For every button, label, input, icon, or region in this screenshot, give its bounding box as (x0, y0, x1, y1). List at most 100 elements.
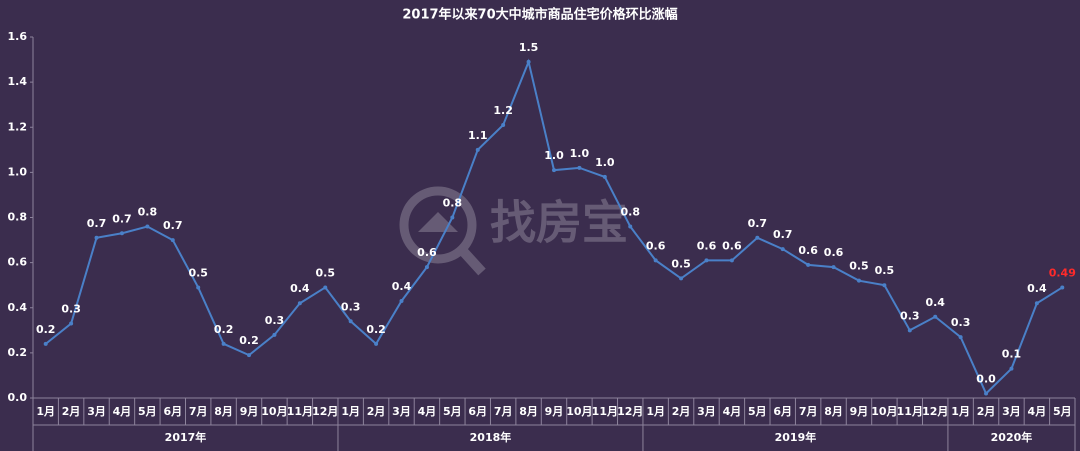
point (450, 215, 455, 220)
value-label: 0.4 (925, 296, 945, 309)
x-tick-label: 3月 (87, 405, 106, 418)
x-tick-label: 1月 (341, 405, 360, 418)
y-tick-label: 0.0 (8, 391, 28, 404)
point (856, 278, 861, 283)
x-tick-label: 8月 (519, 405, 538, 418)
value-label: 0.8 (138, 206, 158, 219)
value-label: 0.6 (798, 244, 818, 257)
x-tick-label: 9月 (850, 405, 869, 418)
x-tick-label: 6月 (468, 405, 487, 418)
value-label: 0.7 (112, 212, 132, 225)
x-tick-label: 3月 (697, 405, 716, 418)
point (628, 224, 633, 229)
point (653, 258, 658, 263)
y-tick-label: 1.2 (8, 120, 28, 133)
value-label: 0.3 (265, 314, 285, 327)
value-label: 0.2 (36, 323, 56, 336)
y-tick-label: 1.4 (8, 75, 28, 88)
value-label: 0.4 (290, 282, 310, 295)
value-label: 0.2 (239, 334, 259, 347)
value-label: 0.2 (366, 323, 386, 336)
x-tick-label: 4月 (113, 405, 132, 418)
point (272, 332, 277, 337)
x-tick-label: 7月 (799, 405, 818, 418)
x-tick-label: 11月 (897, 405, 923, 418)
x-group-label: 2019年 (775, 430, 817, 444)
x-tick-label: 5月 (748, 405, 767, 418)
x-tick-label: 11月 (287, 405, 313, 418)
point (145, 224, 150, 229)
value-label: 0.7 (87, 217, 107, 230)
value-label: 1.0 (595, 156, 615, 169)
point (399, 298, 404, 303)
y-tick-label: 0.4 (8, 301, 28, 314)
x-tick-label: 1月 (646, 405, 665, 418)
x-tick-label: 10月 (261, 405, 287, 418)
point (602, 174, 607, 179)
value-label: 1.1 (468, 129, 488, 142)
value-label: 0.2 (214, 323, 234, 336)
point (1009, 366, 1014, 371)
x-tick-label: 5月 (138, 405, 157, 418)
point (526, 59, 531, 64)
x-tick-label: 2月 (62, 405, 81, 418)
x-tick-label: 4月 (723, 405, 742, 418)
point (348, 319, 353, 324)
point (43, 341, 48, 346)
x-tick-label: 12月 (312, 405, 338, 418)
value-label: 0.5 (316, 266, 336, 279)
point (704, 258, 709, 263)
value-label: 0.7 (748, 217, 768, 230)
value-label: 0.5 (849, 260, 869, 273)
point (424, 265, 429, 270)
point (882, 283, 887, 288)
value-label: 0.6 (824, 246, 844, 259)
value-label: 0.3 (951, 316, 971, 329)
point (1034, 301, 1039, 306)
point (69, 321, 74, 326)
point (907, 328, 912, 333)
point (679, 276, 684, 281)
x-tick-label: 3月 (1002, 405, 1021, 418)
value-label: 0.0 (976, 372, 996, 385)
y-tick-label: 1.6 (8, 30, 28, 43)
point (1060, 285, 1065, 290)
point (729, 258, 734, 263)
y-tick-label: 1.0 (8, 165, 28, 178)
x-tick-label: 7月 (189, 405, 208, 418)
x-tick-label: 10月 (871, 405, 897, 418)
y-tick-label: 0.6 (8, 256, 28, 269)
point (958, 335, 963, 340)
value-label: 0.8 (443, 197, 463, 210)
value-label: 0.4 (392, 280, 412, 293)
x-tick-label: 1月 (36, 405, 55, 418)
value-label: 0.8 (620, 206, 640, 219)
point (323, 285, 328, 290)
value-label: 0.49 (1049, 266, 1076, 279)
x-tick-label: 6月 (773, 405, 792, 418)
chart-title: 2017年以来70大中城市商品住宅价格环比涨幅 (402, 7, 677, 23)
x-tick-label: 4月 (418, 405, 437, 418)
value-label: 0.6 (417, 246, 437, 259)
point (933, 314, 938, 319)
point (806, 262, 811, 267)
value-label: 1.0 (544, 149, 564, 162)
x-tick-label: 4月 (1028, 405, 1047, 418)
x-tick-label: 2月 (367, 405, 386, 418)
point (247, 353, 252, 358)
point (297, 301, 302, 306)
value-label: 0.5 (671, 257, 691, 270)
value-label: 0.7 (163, 219, 183, 232)
point (221, 341, 226, 346)
value-label: 0.3 (341, 300, 361, 313)
x-tick-label: 1月 (951, 405, 970, 418)
point (475, 147, 480, 152)
x-group-label: 2018年 (470, 430, 512, 444)
x-tick-label: 12月 (922, 405, 948, 418)
y-tick-label: 0.2 (8, 346, 28, 359)
point (196, 285, 201, 290)
point (374, 341, 379, 346)
value-label: 1.0 (570, 147, 590, 160)
x-tick-label: 2月 (672, 405, 691, 418)
